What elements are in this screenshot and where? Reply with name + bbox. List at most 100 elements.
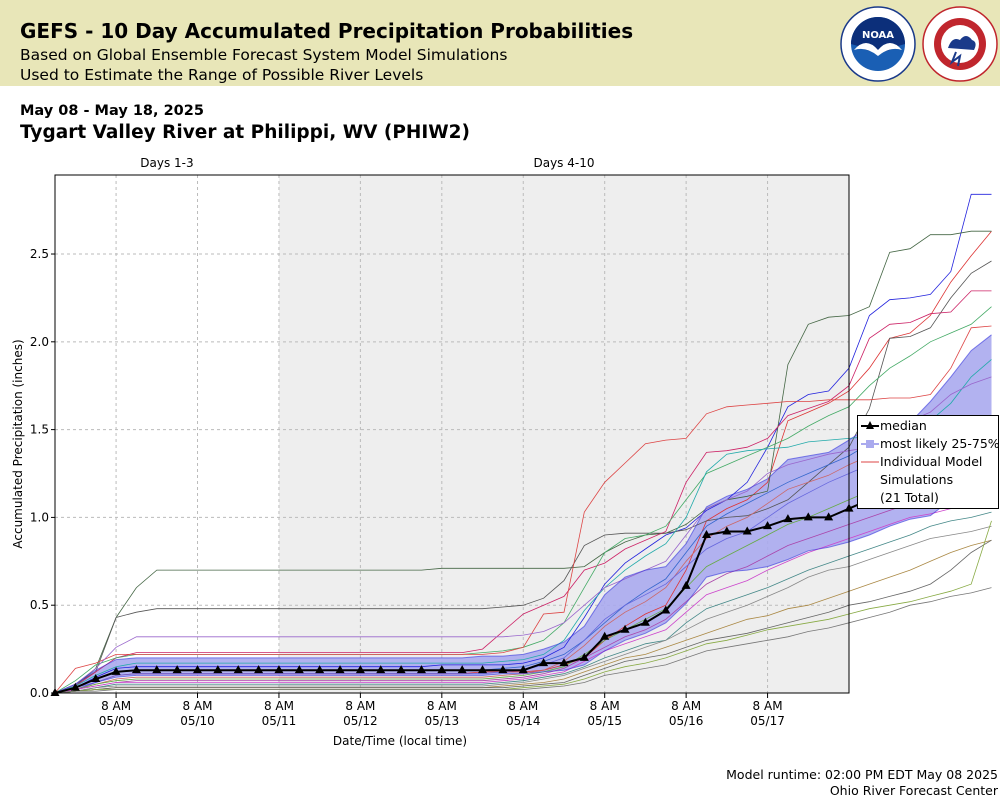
- period-label-days-4-10: Days 4-10: [533, 156, 594, 170]
- band-25-edge: [54, 487, 992, 694]
- plot-frame: [54, 174, 850, 694]
- x-tick-label-date: 05/11: [262, 714, 297, 728]
- member-line-1: [54, 193, 992, 694]
- median-point: [294, 665, 304, 674]
- nws-logo: [922, 6, 998, 82]
- median-point: [193, 665, 203, 674]
- median-point: [254, 665, 264, 674]
- median-point: [579, 652, 589, 661]
- member-line-3: [54, 230, 992, 694]
- header-banner: GEFS - 10 Day Accumulated Precipitation …: [0, 0, 1000, 86]
- legend-label-individual-1: Individual Model: [880, 454, 983, 469]
- median-point: [437, 665, 447, 674]
- median-point: [498, 665, 508, 674]
- median-point: [539, 658, 549, 667]
- legend-label-individual-3: (21 Total): [880, 490, 939, 505]
- y-axis-label: Accumulated Precipitation (inches): [11, 339, 25, 548]
- median-point: [213, 665, 223, 674]
- member-line-13: [54, 460, 992, 694]
- member-line-7: [54, 325, 992, 694]
- median-point: [335, 665, 345, 674]
- member-line-14: [54, 481, 992, 694]
- median-point: [457, 665, 467, 674]
- median-point: [518, 665, 528, 674]
- median-point: [416, 665, 426, 674]
- member-line-16: [54, 511, 992, 694]
- median-point: [396, 665, 406, 674]
- median-point: [274, 665, 284, 674]
- page-subtitle-1: Based on Global Ensemble Forecast System…: [20, 46, 508, 64]
- band-25-75-area: [55, 334, 992, 693]
- x-tick-label-date: 05/09: [99, 714, 134, 728]
- median-triangle-icon: [861, 421, 879, 429]
- x-tick-label-time: 8 AM: [183, 699, 213, 713]
- member-line-19: [54, 539, 992, 694]
- median-point: [600, 631, 610, 640]
- band-swatch-icon: [861, 440, 879, 448]
- legend-label-band: most likely 25-75%: [880, 436, 1000, 451]
- median-point: [783, 514, 793, 523]
- member-line-15: [54, 499, 992, 694]
- y-tick-label: 2.0: [30, 335, 49, 349]
- median-point: [355, 665, 365, 674]
- x-tick-label-date: 05/13: [425, 714, 460, 728]
- y-tick-label: 0.5: [30, 598, 49, 612]
- member-line-17: [54, 525, 992, 694]
- median-point: [131, 665, 141, 674]
- model-runtime: Model runtime: 02:00 PM EDT May 08 2025: [726, 767, 998, 782]
- x-tick-label-time: 8 AM: [101, 699, 131, 713]
- x-tick-label-time: 8 AM: [264, 699, 294, 713]
- median-point: [722, 526, 732, 535]
- date-range: May 08 - May 18, 2025: [20, 103, 204, 119]
- x-tick-label-date: 05/12: [343, 714, 378, 728]
- days-4-10-shading: [278, 175, 849, 693]
- y-tick-label: 1.5: [30, 423, 49, 437]
- individual-line-icon: [861, 461, 879, 463]
- median-point: [763, 521, 773, 530]
- member-line-8: [54, 359, 992, 694]
- x-tick-label-date: 05/17: [750, 714, 785, 728]
- member-line-5: [54, 290, 992, 694]
- station-name: Tygart Valley River at Philippi, WV (PHI…: [20, 122, 470, 143]
- x-tick-label-date: 05/16: [669, 714, 704, 728]
- median-point: [681, 580, 691, 589]
- x-tick-label-date: 05/14: [506, 714, 541, 728]
- median-point: [376, 665, 386, 674]
- page-subtitle-2: Used to Estimate the Range of Possible R…: [20, 66, 424, 84]
- median-point: [742, 526, 752, 535]
- forecast-center: Ohio River Forecast Center: [829, 783, 998, 798]
- x-tick-label-time: 8 AM: [753, 699, 783, 713]
- median-point: [91, 673, 101, 682]
- median-point: [70, 682, 80, 691]
- member-line-21: [54, 587, 992, 694]
- x-tick-label-time: 8 AM: [590, 699, 620, 713]
- member-line-4: [54, 260, 992, 694]
- legend-label-individual-2: Simulations: [880, 472, 954, 487]
- median-point: [172, 665, 182, 674]
- median-point: [824, 512, 834, 521]
- x-tick-label-time: 8 AM: [427, 699, 457, 713]
- band-75-edge: [54, 334, 992, 694]
- legend-label-median: median: [880, 418, 927, 433]
- x-tick-label-date: 05/15: [587, 714, 622, 728]
- page-title: GEFS - 10 Day Accumulated Precipitation …: [20, 19, 634, 43]
- median-point: [152, 665, 162, 674]
- median-point: [559, 658, 569, 667]
- x-tick-label-time: 8 AM: [508, 699, 538, 713]
- median-point: [478, 665, 488, 674]
- noaa-logo: NOAA: [840, 6, 916, 82]
- y-tick-label: 0.0: [30, 686, 49, 700]
- x-tick-label-time: 8 AM: [345, 699, 375, 713]
- svg-text:NOAA: NOAA: [862, 30, 894, 41]
- median-point: [661, 605, 671, 614]
- period-label-days-1-3: Days 1-3: [140, 156, 193, 170]
- median-point: [315, 665, 325, 674]
- median-point: [233, 665, 243, 674]
- median-point: [111, 666, 121, 675]
- x-tick-label-time: 8 AM: [671, 699, 701, 713]
- y-tick-label: 1.0: [30, 510, 49, 524]
- x-tick-label-date: 05/10: [180, 714, 215, 728]
- y-tick-label: 2.5: [30, 247, 49, 261]
- median-point: [620, 624, 630, 633]
- member-line-9: [54, 376, 992, 694]
